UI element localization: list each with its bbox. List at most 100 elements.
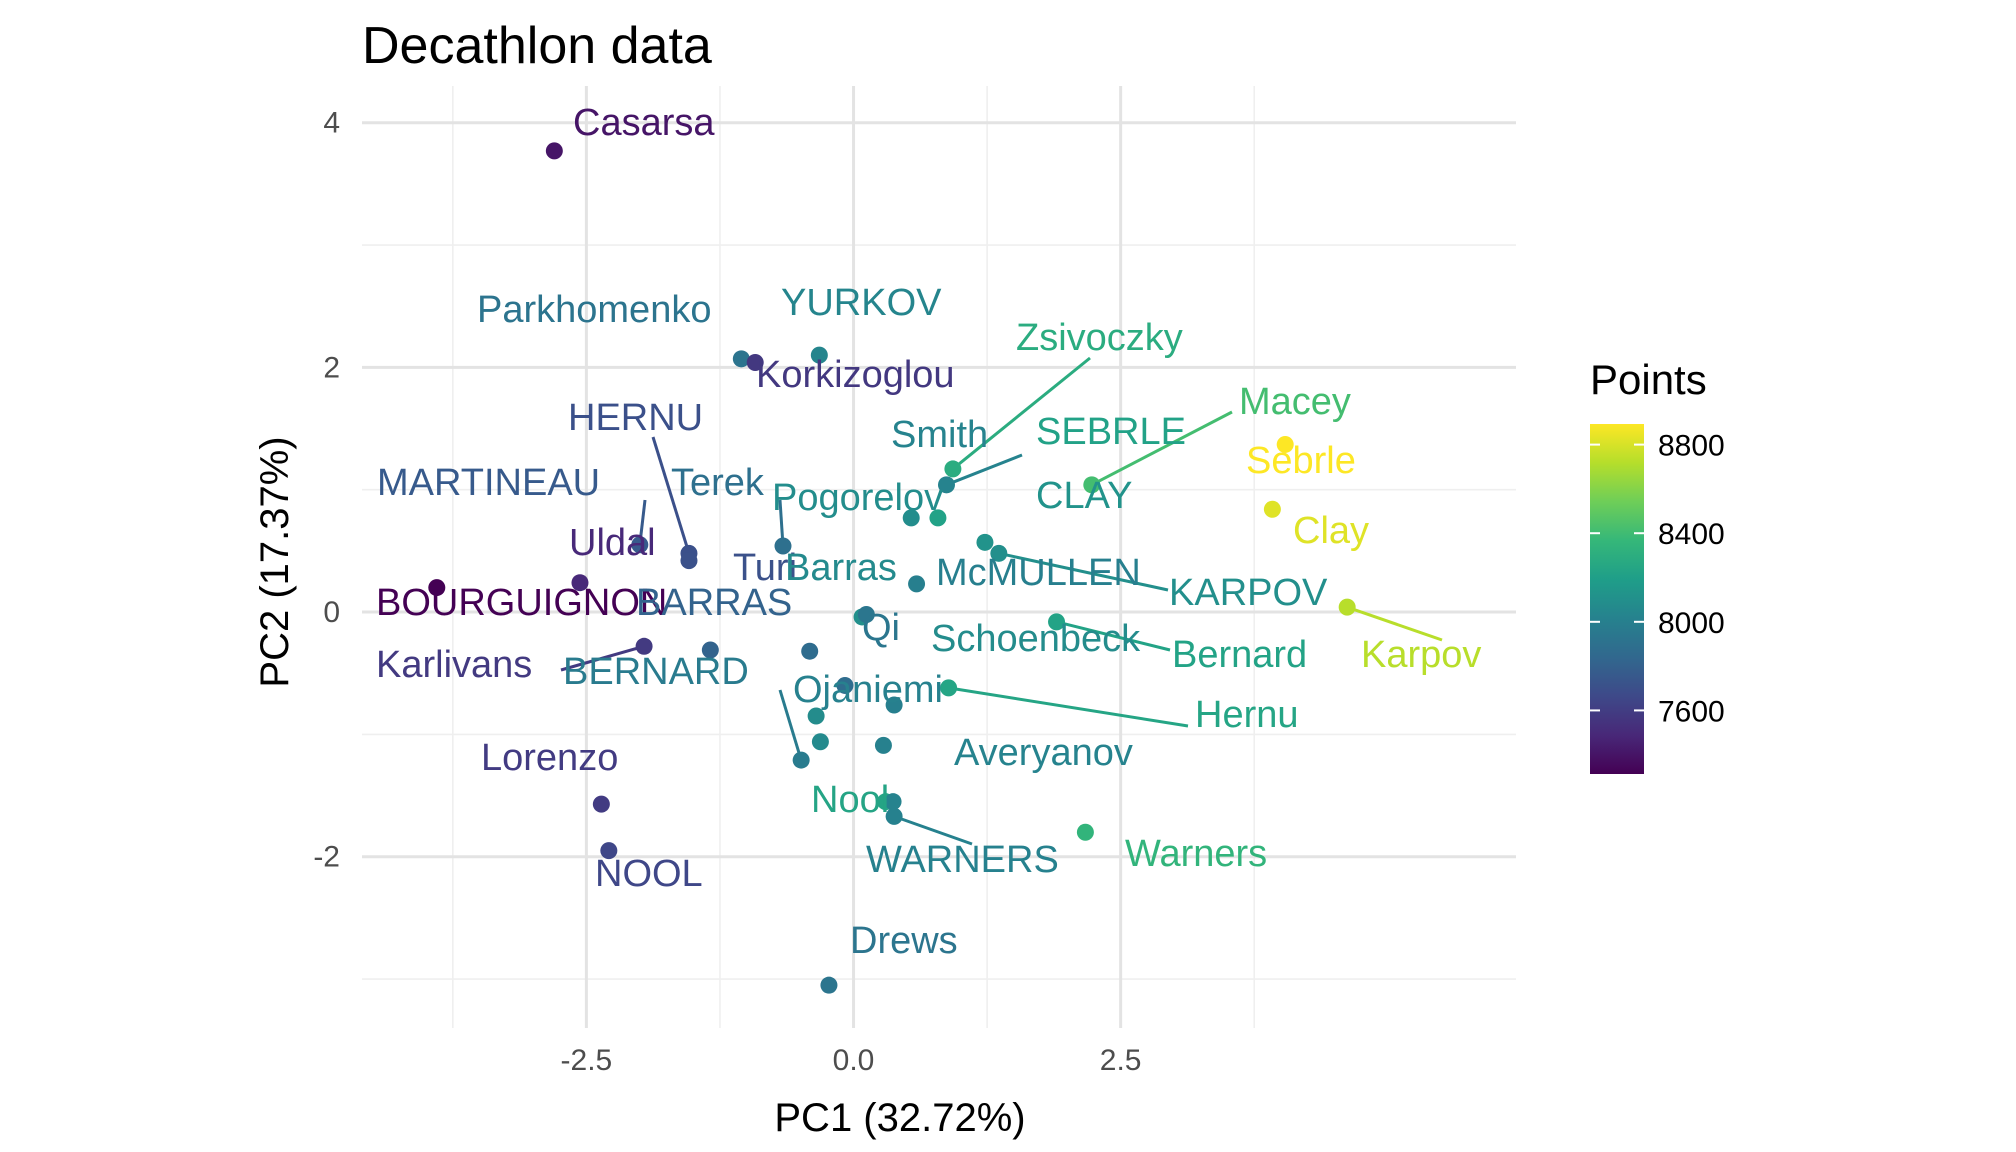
- data-point: [571, 574, 589, 592]
- legend-tick-label: 8400: [1658, 518, 1725, 551]
- point-label: Pogorelov: [772, 477, 943, 519]
- label-connector: [560, 644, 645, 672]
- point-label: HERNU: [568, 397, 703, 439]
- legend-title: Points: [1590, 356, 1707, 403]
- data-point: [1048, 613, 1066, 631]
- data-point: [801, 642, 819, 660]
- label-connector: [1056, 620, 1171, 652]
- data-point: [885, 807, 903, 825]
- point-label: Bernard: [1172, 634, 1307, 676]
- data-point: [820, 976, 838, 994]
- data-point: [944, 460, 962, 478]
- point-label: Warners: [1125, 833, 1267, 875]
- point-label: Ojaniemi: [793, 669, 943, 711]
- data-point: [592, 795, 610, 813]
- y-tick-label: 0: [323, 596, 340, 629]
- x-tick-label: 2.5: [1100, 1044, 1142, 1077]
- legend-tick-label: 8000: [1658, 607, 1725, 640]
- chart-title: Decathlon data: [362, 17, 712, 75]
- point-layer: [428, 142, 1356, 994]
- data-point: [1263, 500, 1281, 518]
- point-label: Drews: [850, 920, 958, 962]
- point-label: BARRAS: [636, 582, 792, 624]
- data-point: [990, 544, 1008, 562]
- label-connector: [945, 453, 1023, 487]
- point-label: Smith: [891, 414, 988, 456]
- data-point: [1276, 435, 1294, 453]
- legend-ticks: 7600 8000 8400 8800: [1590, 430, 1725, 728]
- point-label: Hernu: [1195, 694, 1299, 736]
- data-point: [937, 476, 955, 494]
- y-axis-title: PC2 (17.37%): [253, 436, 297, 687]
- point-label: Parkhomenko: [477, 289, 711, 331]
- data-point: [810, 346, 828, 364]
- point-label: Clay: [1293, 510, 1369, 552]
- point-label: Schoenbeck: [931, 618, 1141, 660]
- data-point: [635, 637, 653, 655]
- point-label: NOOL: [595, 853, 703, 895]
- x-tick-label: -2.5: [561, 1044, 613, 1077]
- legend-tick-label: 7600: [1658, 695, 1725, 728]
- label-connector: [651, 436, 691, 554]
- point-label: McMULLEN: [936, 552, 1141, 594]
- data-point: [631, 536, 649, 554]
- data-point: [792, 751, 810, 769]
- point-label: WARNERS: [866, 839, 1059, 881]
- data-point: [908, 575, 926, 593]
- y-tick-label: 4: [323, 107, 340, 140]
- point-label: Turi: [733, 547, 797, 589]
- data-point: [885, 696, 903, 714]
- data-point: [929, 509, 947, 527]
- data-point: [1338, 598, 1356, 616]
- point-label: Casarsa: [573, 102, 715, 144]
- legend-colorbar: [1590, 424, 1644, 774]
- data-point: [976, 533, 994, 551]
- data-point: [874, 736, 892, 754]
- y-tick-label: -2: [313, 841, 340, 874]
- point-label-layer: Casarsa Parkhomenko YURKOV Korkizoglou Zsivo…: [376, 102, 1481, 962]
- data-point: [680, 552, 698, 570]
- grid-layer: [362, 86, 1516, 1028]
- data-point: [836, 676, 854, 694]
- data-point: [1083, 476, 1101, 494]
- axis-layer: -2.5 0.0 2.5 -2 0 2 4: [313, 107, 1141, 1077]
- data-point: [940, 679, 958, 697]
- point-label: Sebrle: [1246, 440, 1356, 482]
- label-connector: [1091, 410, 1233, 487]
- point-label: KARPOV: [1169, 572, 1328, 614]
- y-tick-label: 2: [323, 351, 340, 384]
- point-label: Karpov: [1361, 634, 1481, 676]
- data-point: [545, 142, 563, 160]
- data-point: [600, 842, 618, 860]
- data-point: [902, 509, 920, 527]
- point-label: Korkizoglou: [756, 354, 955, 396]
- point-label: BERNARD: [563, 651, 749, 693]
- data-point: [884, 793, 902, 811]
- label-connector: [951, 356, 1091, 471]
- x-tick-label: 0.0: [833, 1044, 875, 1077]
- x-axis-title: PC1 (32.72%): [774, 1096, 1025, 1140]
- point-label: Lorenzo: [481, 737, 618, 779]
- label-connector-layer: [560, 356, 1443, 846]
- point-label: Karlivans: [376, 644, 532, 686]
- label-connector: [893, 814, 973, 846]
- data-point: [811, 733, 829, 751]
- point-label: Nool: [811, 779, 889, 821]
- point-label: Macey: [1239, 381, 1351, 423]
- point-label: Qi: [862, 607, 900, 649]
- label-connector: [948, 686, 1189, 728]
- label-connector: [1346, 605, 1443, 642]
- legend-tick-label: 8800: [1658, 430, 1725, 463]
- point-label: Zsivoczky: [1016, 317, 1183, 359]
- data-point: [857, 605, 875, 623]
- data-point: [428, 579, 446, 597]
- point-label: BOURGUIGNON: [376, 582, 667, 624]
- point-label: YURKOV: [781, 282, 942, 324]
- data-point: [1076, 823, 1094, 841]
- data-point: [701, 641, 719, 659]
- label-connector: [998, 551, 1169, 592]
- color-legend: Points 7600 8000 8400 8800: [1590, 356, 1725, 774]
- point-label: Uldal: [569, 522, 656, 564]
- label-connector: [778, 689, 803, 761]
